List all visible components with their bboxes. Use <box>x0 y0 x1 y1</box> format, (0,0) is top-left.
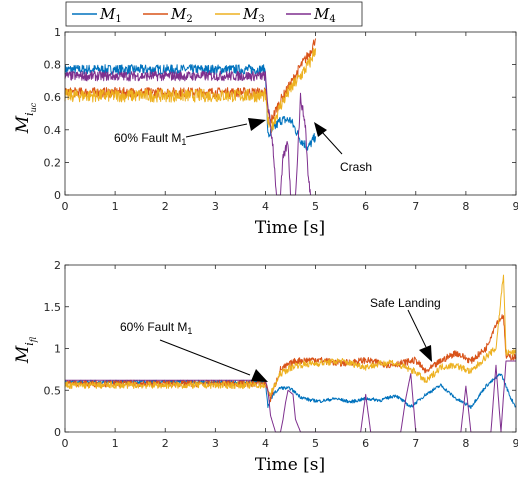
legend-entry-2: M2 <box>143 5 193 25</box>
y-tick-label: 0.2 <box>44 156 62 169</box>
bottom-fault-arrow-line <box>159 339 251 376</box>
top-crash-arrow-line <box>321 131 343 155</box>
x-tick-label: 9 <box>513 200 518 213</box>
y-tick-label: 0.5 <box>44 384 62 397</box>
series-line-m3 <box>64 47 317 134</box>
legend-label-3: M3 <box>242 5 265 25</box>
bottom-ticks: 0 1 2 3 4 5 6 7 8 9 0 0.5 1 1.5 2 <box>44 259 518 450</box>
x-tick-label: 6 <box>362 437 369 450</box>
bottom-xlabel: Time [s] <box>255 455 325 475</box>
bottom-safe-arrow-head <box>419 345 432 362</box>
x-tick-label: 5 <box>312 437 319 450</box>
legend-label-2: M2 <box>170 5 193 25</box>
bottom-fault-arrow-head <box>251 369 268 382</box>
bottom-axes-box <box>64 264 517 433</box>
legend-label-1: M1 <box>99 5 122 25</box>
y-tick-label: 2 <box>54 259 61 272</box>
x-tick-label: 7 <box>412 437 419 450</box>
y-tick-label: 1 <box>54 26 61 39</box>
chart-top: 0 1 2 3 4 5 6 7 8 9 0 0.2 0.4 0.6 0.8 1 Miuc Time [s] 6… <box>13 26 518 238</box>
x-tick-label: 9 <box>513 437 518 450</box>
legend-entry-3: M3 <box>215 5 265 25</box>
bottom-ylabel: Mifl <box>13 336 38 364</box>
x-tick-label: 4 <box>262 200 269 213</box>
series-line-m4 <box>65 360 516 433</box>
top-annotation-fault: 60% Fault M1 <box>114 118 266 147</box>
x-tick-label: 0 <box>62 200 69 213</box>
series-line-m3 <box>64 274 517 397</box>
bottom-safe-label: Safe Landing <box>370 296 441 310</box>
bottom-annotation-fault: 60% Fault M1 <box>120 320 268 382</box>
top-fault-arrow-head <box>248 118 266 131</box>
series-line-m1 <box>64 373 517 409</box>
y-tick-label: 1 <box>54 343 61 356</box>
top-ticks: 0 1 2 3 4 5 6 7 8 9 0 0.2 0.4 0.6 0.8 1 <box>44 26 518 213</box>
y-tick-label: 0.4 <box>44 124 62 137</box>
legend-entry-1: M1 <box>72 5 122 25</box>
top-crash-arrow-head <box>314 122 327 137</box>
x-tick-label: 3 <box>212 200 219 213</box>
y-tick-label: 1.5 <box>44 301 62 314</box>
top-annotation-crash: Crash <box>314 122 372 174</box>
legend-entry-4: M4 <box>286 5 336 25</box>
x-tick-label: 2 <box>162 437 169 450</box>
x-tick-label: 1 <box>112 437 119 450</box>
y-tick-label: 0.6 <box>44 91 62 104</box>
x-tick-label: 7 <box>412 200 419 213</box>
top-fault-label: 60% Fault M1 <box>114 131 186 147</box>
legend-box <box>65 1 363 27</box>
bottom-annotation-safe: Safe Landing <box>370 296 441 362</box>
series-line-m4 <box>64 70 311 196</box>
y-tick-label: 0 <box>54 426 61 439</box>
x-tick-label: 6 <box>362 200 369 213</box>
y-tick-label: 0 <box>54 189 61 202</box>
x-tick-label: 1 <box>112 200 119 213</box>
x-tick-label: 3 <box>212 437 219 450</box>
x-tick-label: 8 <box>462 200 469 213</box>
x-tick-label: 2 <box>162 200 169 213</box>
x-tick-label: 4 <box>262 437 269 450</box>
top-axes-box <box>64 31 517 196</box>
y-tick-label: 0.8 <box>44 59 62 72</box>
top-xlabel: Time [s] <box>255 218 325 238</box>
legend: M1 M2 M3 M4 <box>65 1 363 27</box>
legend-label-4: M4 <box>313 5 336 25</box>
bottom-fault-label: 60% Fault M1 <box>120 320 192 336</box>
top-series-group <box>64 38 317 196</box>
x-tick-label: 5 <box>312 200 319 213</box>
top-fault-arrow-line <box>185 123 248 138</box>
x-tick-label: 0 <box>62 437 69 450</box>
bottom-series-group <box>64 274 517 433</box>
chart-bottom: 0 1 2 3 4 5 6 7 8 9 0 0.5 1 1.5 2 Mifl Time [s] 60% Fa… <box>13 259 518 475</box>
top-ylabel: Miuc <box>13 102 38 134</box>
bottom-safe-arrow-line <box>407 309 427 348</box>
x-tick-label: 8 <box>462 437 469 450</box>
top-crash-label: Crash <box>340 160 372 174</box>
